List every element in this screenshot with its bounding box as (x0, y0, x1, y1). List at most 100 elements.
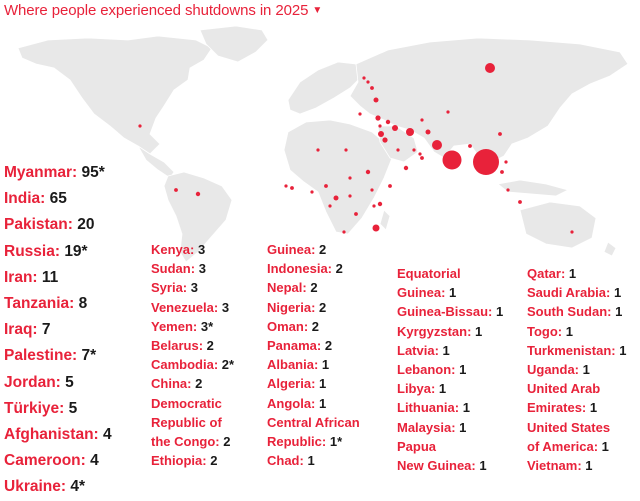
dot-car (348, 194, 352, 198)
dot-afghanistan (425, 129, 431, 135)
country-name: Afghanistan: (4, 426, 99, 444)
country-entry: Nepal: 2 (267, 278, 360, 297)
country-name: India: (4, 190, 46, 208)
country-name: Nigeria: (267, 299, 316, 315)
country-name: China: (151, 376, 192, 392)
country-entry: Albania: 1 (267, 355, 360, 374)
country-entry: Latvia: 1 (397, 341, 503, 360)
shutdown-count: 2 (310, 280, 318, 296)
country-entry: Malaysia: 1 (397, 418, 503, 437)
dot-palestine (378, 131, 384, 137)
world-map (17, 25, 629, 262)
country-name: Tanzania: (4, 295, 75, 313)
country-name: Panama: (267, 338, 322, 354)
country-entry: Kyrgyzstan: 1 (397, 322, 503, 341)
country-name: the Congo: (151, 434, 220, 450)
shutdown-count: 3 (190, 280, 198, 296)
dot-libya (344, 148, 348, 152)
dot-lebanon (378, 124, 382, 128)
country-name: Togo: (527, 323, 563, 339)
country-name: of America: (527, 438, 599, 454)
country-name: Vietnam: (527, 458, 582, 474)
country-name: Ethiopia: (151, 453, 207, 469)
country-name: Cambodia: (151, 357, 219, 373)
dot-iraq (392, 125, 398, 131)
shutdown-count: 3* (200, 318, 214, 334)
dot-eq-guinea (328, 204, 332, 208)
land-masses (17, 25, 629, 262)
dot-iran (406, 128, 414, 136)
dot-latvia (362, 76, 366, 80)
country-entry: Cambodia: 2* (151, 355, 234, 374)
dot-syria (385, 119, 391, 125)
shutdown-count: 20 (77, 216, 95, 234)
country-entry: Jordan: 5 (4, 370, 112, 396)
country-entry: Kenya: 3 (151, 240, 234, 259)
country-entry: Republic: 1* (267, 432, 360, 451)
shutdown-count: 2 (311, 318, 320, 334)
country-entry: Equatorial (397, 264, 503, 283)
country-entry: Chad: 1 (267, 451, 360, 470)
dot-turkiye (375, 115, 381, 121)
country-name: Qatar: (527, 266, 566, 281)
country-name: Uganda: (527, 362, 579, 378)
landmass-asia (349, 37, 629, 163)
shutdown-count: 1 (459, 362, 467, 378)
shutdown-count: 19* (64, 242, 88, 260)
shutdown-count: 5 (65, 373, 74, 391)
map-title[interactable]: Where people experienced shutdowns in 20… (4, 2, 322, 22)
shutdown-count: 2 (324, 338, 333, 354)
country-entry: Syria: 3 (151, 278, 234, 297)
country-name: Latvia: (397, 342, 439, 358)
country-name: United Arab (527, 381, 601, 397)
shutdown-count: 1 (319, 376, 327, 392)
shutdown-count: 95* (81, 164, 105, 181)
country-name: Democratic (151, 395, 222, 411)
country-entry: of America: 1 (527, 437, 626, 456)
country-entry: Afghanistan: 4 (4, 422, 112, 448)
country-name: Russia: (4, 242, 60, 260)
country-name: Myanmar: (4, 164, 78, 181)
shutdown-count: 2 (206, 338, 214, 354)
shutdown-count: 3 (198, 261, 206, 277)
country-name: Jordan: (4, 373, 61, 391)
dot-jordan (382, 137, 388, 143)
shutdown-count: 2 (210, 453, 218, 469)
landmass-australia (519, 201, 597, 249)
dot-papua-new-guinea (570, 230, 574, 234)
landmass-southeast-asia (497, 179, 570, 197)
shutdown-count: 1* (329, 434, 343, 450)
country-name: New Guinea: (397, 458, 476, 474)
shutdown-count: 8 (78, 295, 88, 313)
country-name: Kenya: (151, 242, 195, 257)
caret-down-icon: ▼ (312, 5, 323, 16)
dot-kyrgyzstan (446, 110, 450, 114)
shutdown-count: 1 (568, 266, 577, 281)
landmass-europe (287, 61, 361, 115)
dot-india (442, 150, 462, 170)
dot-oman (420, 156, 424, 160)
country-entry: Algeria: 1 (267, 374, 360, 393)
dot-lithuania (366, 80, 370, 84)
landmass-south-america (163, 171, 233, 262)
country-entry: Guinea: 1 (397, 283, 503, 302)
dot-south-sudan (370, 188, 374, 192)
dot-sudan (365, 169, 371, 175)
dot-ethiopia (388, 184, 392, 188)
dot-albania (358, 112, 362, 116)
country-name: Türkiye: (4, 399, 65, 417)
dot-yemen (403, 165, 409, 171)
dot-belarus (370, 86, 374, 90)
country-name: Guinea: (267, 242, 316, 257)
shutdown-count: 1 (601, 438, 609, 454)
country-entry: Vietnam: 1 (527, 456, 626, 475)
dot-guinea-bissau (284, 184, 288, 188)
country-name: Lebanon: (397, 362, 456, 378)
country-entry: United States (527, 418, 626, 437)
country-name: Nepal: (267, 280, 307, 296)
dot-qatar (412, 148, 416, 152)
country-name: Libya: (397, 381, 436, 397)
shutdown-count: 3 (221, 299, 230, 315)
country-name: Guinea-Bissau: (397, 304, 493, 320)
country-entry: Qatar: 1 (527, 264, 626, 283)
